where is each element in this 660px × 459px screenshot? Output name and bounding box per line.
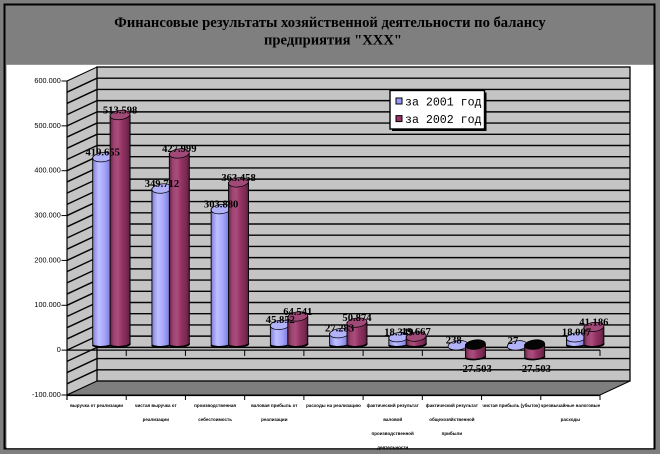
svg-text:-27.503: -27.503 [459, 364, 492, 375]
svg-text:чистая прибыль (убыток): чистая прибыль (убыток) [482, 402, 540, 408]
svg-text:19.667: 19.667 [402, 327, 432, 338]
svg-text:выручка от реализации: выручка от реализации [70, 403, 123, 408]
svg-text:предприятия "XXX": предприятия "XXX" [264, 33, 402, 49]
svg-text:200.000: 200.000 [34, 255, 60, 264]
svg-text:500.000: 500.000 [34, 121, 60, 130]
svg-text:реализации: реализации [143, 417, 170, 422]
svg-text:расходы на реализацию: расходы на реализацию [306, 403, 361, 408]
svg-text:Финансовые результаты хозяйств: Финансовые результаты хозяйственной деят… [114, 15, 546, 31]
svg-text:общехозяйственной: общехозяйственной [429, 416, 475, 422]
svg-text:чистая выручка от: чистая выручка от [135, 403, 178, 408]
svg-text:производственной: производственной [372, 430, 415, 436]
svg-text:за 2002 год: за 2002 год [405, 114, 482, 127]
svg-text:18.349: 18.349 [384, 328, 413, 339]
svg-text:27: 27 [508, 336, 519, 347]
svg-text:фактический результат: фактический результат [367, 402, 420, 408]
svg-text:45.852: 45.852 [266, 315, 295, 326]
svg-text:600.000: 600.000 [34, 76, 60, 85]
svg-text:-27.503: -27.503 [518, 364, 551, 375]
svg-text:303.880: 303.880 [204, 199, 238, 210]
svg-text:427.999: 427.999 [162, 144, 196, 155]
svg-text:50.874: 50.874 [342, 313, 372, 324]
svg-text:513.598: 513.598 [103, 105, 137, 116]
svg-text:валовая прибыль от: валовая прибыль от [251, 402, 298, 408]
svg-text:238: 238 [446, 336, 462, 347]
svg-text:300.000: 300.000 [34, 210, 60, 219]
svg-text:419.655: 419.655 [85, 148, 119, 159]
svg-text:100.000: 100.000 [34, 300, 60, 309]
svg-text:себестоимость: себестоимость [198, 416, 232, 422]
svg-text:фактический результат: фактический результат [426, 402, 479, 408]
svg-text:64.541: 64.541 [283, 307, 312, 318]
svg-text:чрезвычайные налоговые: чрезвычайные налоговые [541, 402, 601, 408]
svg-text:прибыли: прибыли [442, 430, 463, 436]
svg-text:18.007: 18.007 [562, 328, 592, 339]
svg-text:расходы: расходы [561, 417, 581, 422]
svg-text:производственная: производственная [194, 403, 236, 408]
svg-text:деятельности: деятельности [377, 445, 408, 450]
svg-text:-100.000: -100.000 [32, 390, 61, 399]
svg-text:за 2001 год: за 2001 год [405, 96, 482, 109]
svg-text:реализации: реализации [261, 417, 288, 422]
svg-text:400.000: 400.000 [34, 166, 60, 175]
svg-text:валовой: валовой [383, 416, 402, 422]
svg-text:41.186: 41.186 [579, 317, 608, 328]
svg-text:349.712: 349.712 [145, 179, 179, 190]
svg-text:27.283: 27.283 [325, 324, 354, 335]
svg-text:0: 0 [57, 345, 61, 354]
svg-text:363.458: 363.458 [221, 173, 255, 184]
